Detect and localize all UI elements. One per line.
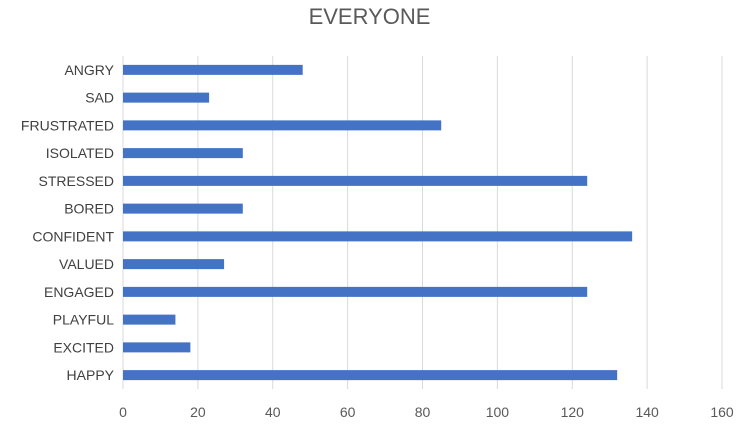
bar-playful bbox=[123, 314, 176, 325]
category-label: HAPPY bbox=[67, 367, 115, 383]
category-label: ENGAGED bbox=[44, 284, 114, 300]
bar-excited bbox=[123, 342, 191, 353]
x-tick-label: 160 bbox=[710, 404, 734, 420]
category-label: CONFIDENT bbox=[32, 228, 114, 244]
category-label: FRUSTRATED bbox=[21, 117, 114, 133]
x-tick-labels: 0 20 40 60 80 100 120 140 160 bbox=[119, 404, 734, 420]
bar-angry bbox=[123, 64, 303, 75]
category-labels: ANGRY SAD FRUSTRATED ISOLATED STRESSED BORED C… bbox=[21, 62, 115, 383]
bar-sad bbox=[123, 92, 210, 103]
bar-stressed bbox=[123, 175, 588, 186]
category-label: SAD bbox=[85, 90, 114, 106]
bar-bored bbox=[123, 203, 243, 214]
category-label: STRESSED bbox=[39, 173, 114, 189]
gridlines bbox=[122, 56, 723, 389]
category-label: BORED bbox=[64, 201, 114, 217]
x-tick-label: 40 bbox=[265, 404, 281, 420]
category-label: EXCITED bbox=[53, 339, 114, 355]
bar-isolated bbox=[123, 148, 243, 159]
bar-happy bbox=[123, 370, 618, 381]
category-label: ISOLATED bbox=[46, 145, 114, 161]
bar-confident bbox=[123, 231, 633, 242]
bar-frustrated bbox=[123, 120, 442, 131]
category-label: ANGRY bbox=[64, 62, 114, 78]
x-tick-label: 140 bbox=[635, 404, 659, 420]
x-tick-label: 100 bbox=[486, 404, 510, 420]
x-tick-label: 60 bbox=[340, 404, 356, 420]
category-label: VALUED bbox=[59, 256, 114, 272]
chart-title: EVERYONE bbox=[308, 4, 431, 29]
category-label: PLAYFUL bbox=[53, 312, 114, 328]
x-tick-label: 20 bbox=[190, 404, 206, 420]
bar-valued bbox=[123, 259, 225, 270]
bars bbox=[123, 64, 633, 381]
x-tick-label: 120 bbox=[561, 404, 585, 420]
x-tick-label: 80 bbox=[415, 404, 431, 420]
x-tick-label: 0 bbox=[119, 404, 127, 420]
bar-engaged bbox=[123, 286, 588, 297]
